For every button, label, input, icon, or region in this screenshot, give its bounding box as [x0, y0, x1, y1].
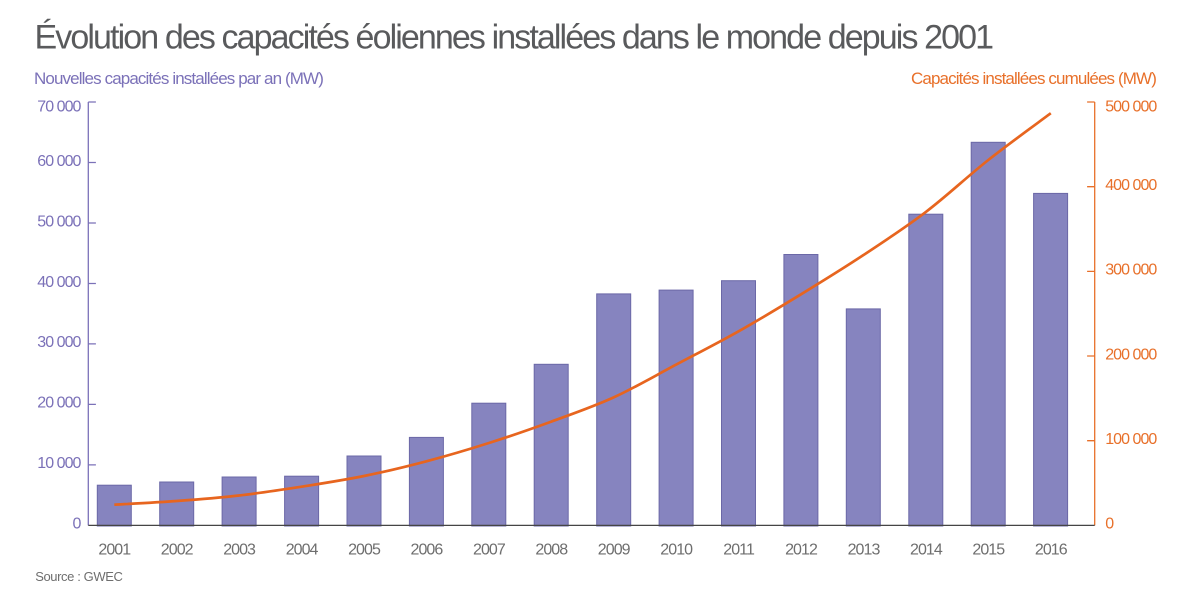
svg-text:2011: 2011 — [723, 542, 755, 559]
svg-text:0: 0 — [73, 515, 82, 532]
svg-text:0: 0 — [1105, 515, 1114, 532]
svg-text:Source : GWEC: Source : GWEC — [35, 569, 122, 584]
svg-text:Évolution des capacités éolien: Évolution des capacités éoliennes instal… — [35, 19, 994, 57]
svg-text:500 000: 500 000 — [1105, 99, 1157, 116]
svg-text:2014: 2014 — [910, 542, 943, 559]
svg-text:50 000: 50 000 — [37, 213, 81, 230]
svg-text:30 000: 30 000 — [37, 334, 81, 351]
svg-text:2008: 2008 — [535, 542, 568, 559]
svg-text:Capacités installées cumulées: Capacités installées cumulées (MW) — [911, 69, 1156, 88]
svg-text:2012: 2012 — [785, 542, 818, 559]
svg-text:2015: 2015 — [972, 542, 1005, 559]
svg-text:20 000: 20 000 — [37, 395, 81, 412]
svg-text:2007: 2007 — [473, 542, 506, 559]
svg-text:2005: 2005 — [348, 542, 381, 559]
svg-text:300 000: 300 000 — [1105, 262, 1157, 279]
svg-text:2010: 2010 — [660, 542, 693, 559]
svg-text:2004: 2004 — [286, 542, 319, 559]
svg-text:60 000: 60 000 — [37, 153, 81, 170]
svg-text:400 000: 400 000 — [1105, 177, 1157, 194]
svg-text:10 000: 10 000 — [37, 455, 81, 472]
svg-text:2003: 2003 — [223, 542, 256, 559]
svg-text:100 000: 100 000 — [1105, 431, 1157, 448]
svg-text:2006: 2006 — [411, 542, 444, 559]
svg-text:2016: 2016 — [1035, 542, 1068, 559]
svg-text:Nouvelles capacités installées: Nouvelles capacités installées par an (M… — [34, 69, 323, 88]
svg-text:2009: 2009 — [598, 542, 631, 559]
svg-text:2002: 2002 — [161, 542, 194, 559]
svg-text:70 000: 70 000 — [37, 99, 81, 116]
svg-text:40 000: 40 000 — [37, 274, 81, 291]
svg-text:2013: 2013 — [848, 542, 881, 559]
svg-text:2001: 2001 — [98, 542, 131, 559]
svg-text:200 000: 200 000 — [1105, 346, 1157, 363]
